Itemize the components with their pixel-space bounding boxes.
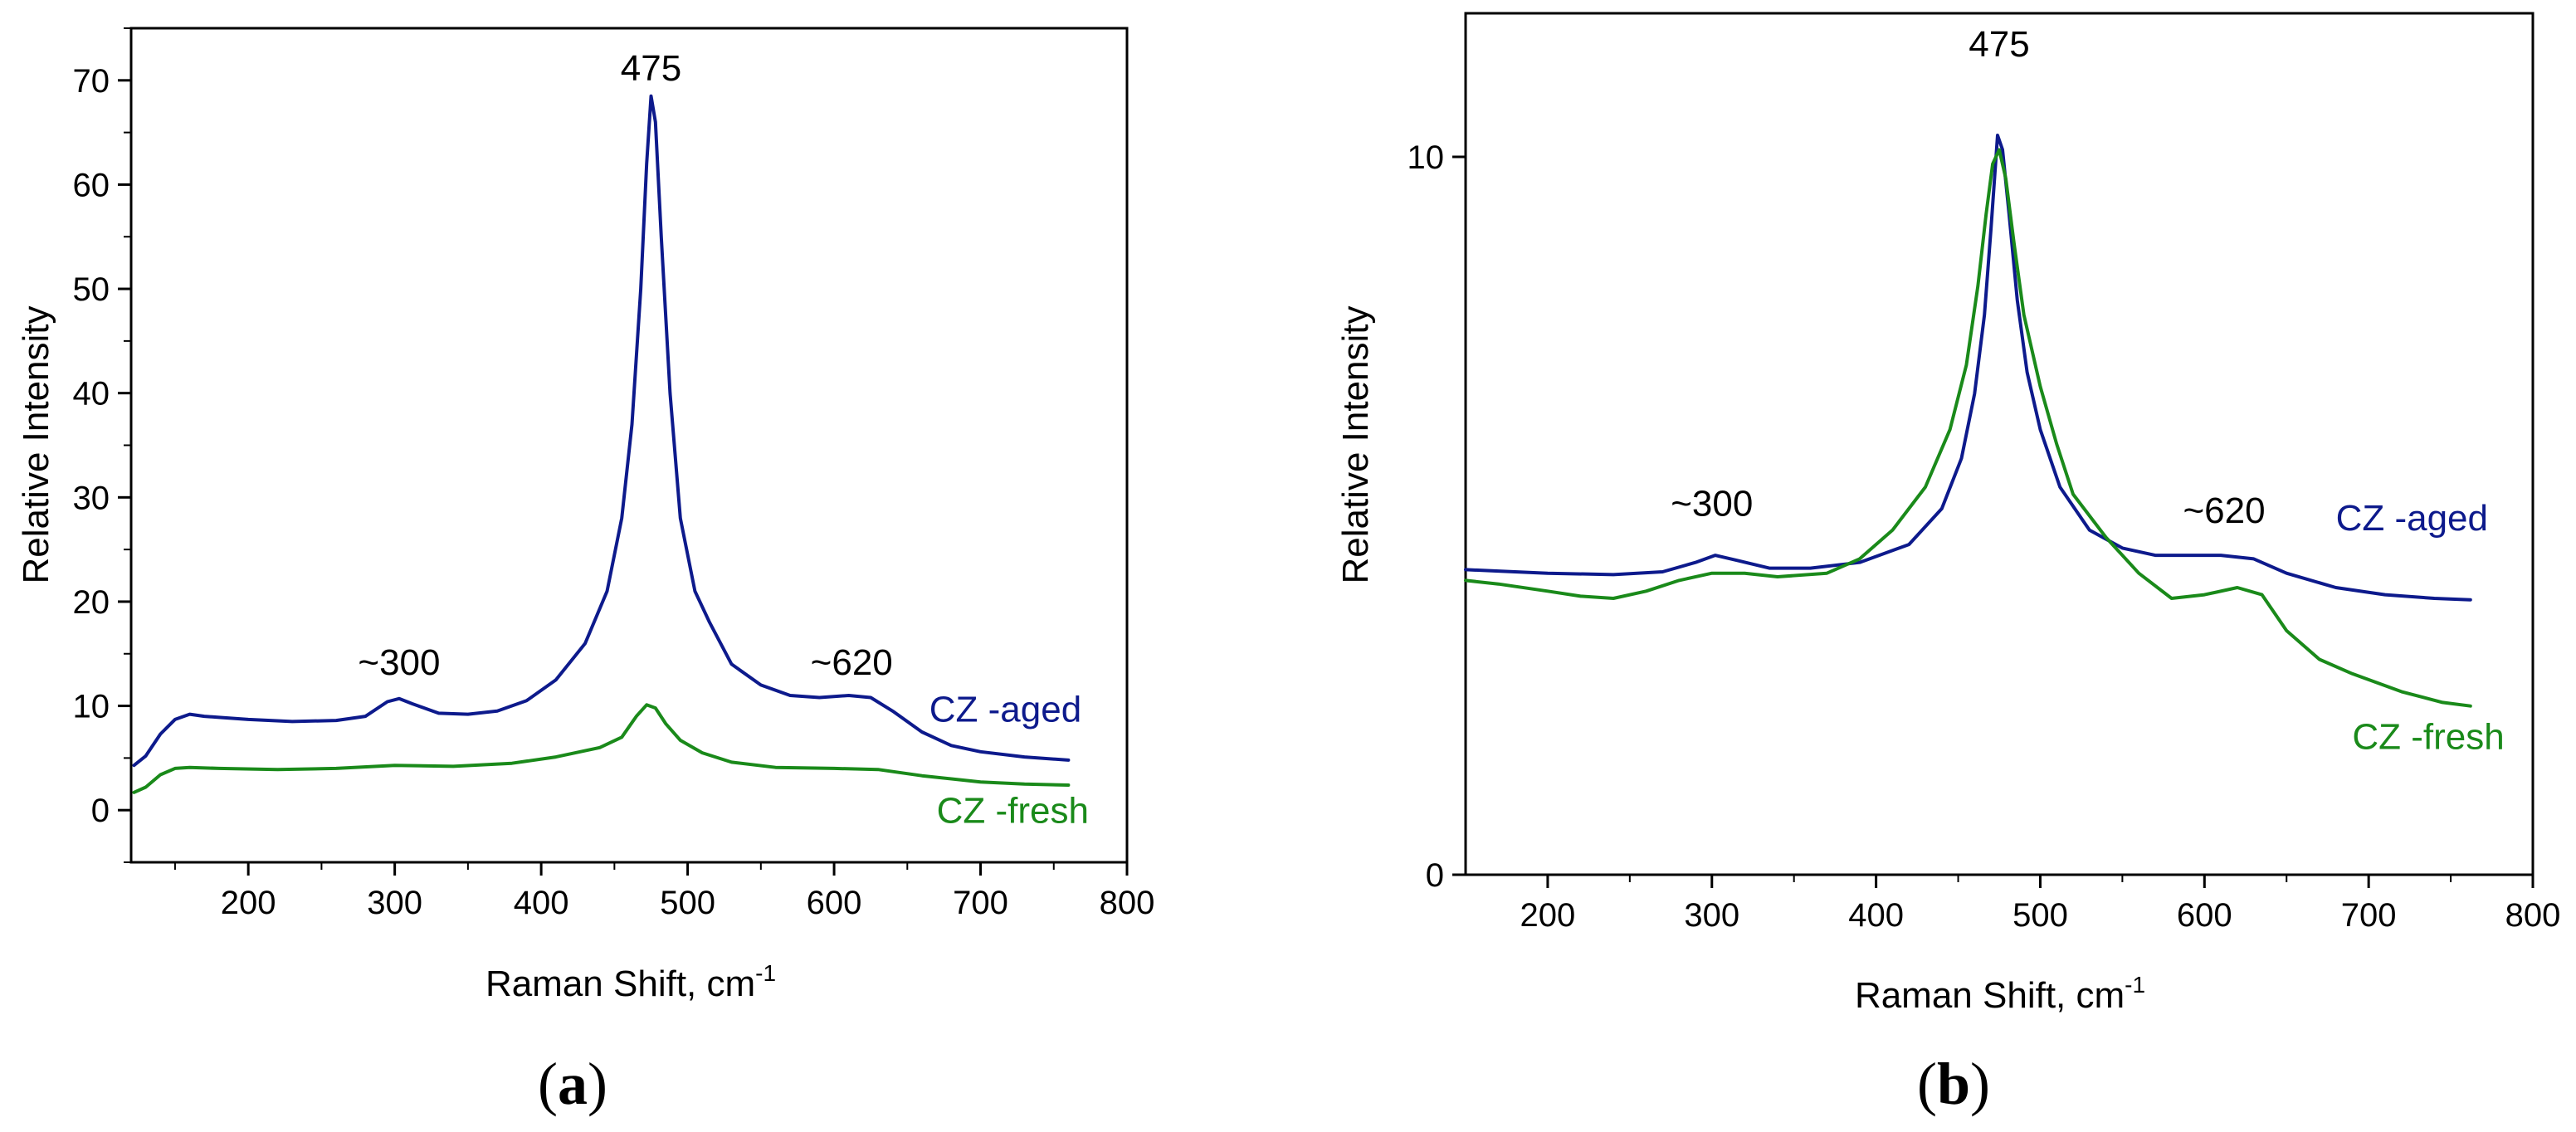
chart-a: 200 300 400 500 600 700 800 0 10 20 30 40 50 60 70 Rel… [16,27,1155,1117]
chart-a-xtick-label-200: 200 [221,885,276,921]
chart-a-xtick-label-500: 500 [660,885,715,921]
chart-a-panel-label-close: ) [588,1051,607,1117]
chart-b-panel-label-open: ( [1917,1051,1937,1117]
chart-a-ticks: 200 300 400 500 600 700 800 0 10 20 30 40 50 60 70 [73,27,1155,921]
chart-a-ytick-label-40: 40 [73,376,110,412]
chart-a-ytick-label-70: 70 [73,63,110,100]
chart-b-annotation-475: 475 [1969,24,2029,65]
chart-a-annotation-620: ~620 [811,642,893,683]
chart-a-xtick-label-400: 400 [514,885,569,921]
chart-b-xlabel: Raman Shift, cm-1 [1855,972,2145,1016]
chart-a-ytick-label-60: 60 [73,167,110,203]
chart-b-xlabel-sup: -1 [2125,972,2145,998]
chart-b-series [1464,134,2472,708]
chart-b-panel-label-letter: b [1937,1051,1970,1117]
chart-b-panel-label: (b) [1917,1051,1990,1117]
chart-a-ylabel: Relative Intensity [16,305,56,583]
chart-a-xtick-label-700: 700 [953,885,1008,921]
chart-b-xtick-label-300: 300 [1684,897,1739,934]
chart-b-xtick-label-600: 600 [2177,897,2232,934]
chart-a-legend-fresh: CZ -fresh [937,790,1089,831]
chart-a-series-aged-line [132,94,1071,768]
chart-b-xtick-label-400: 400 [1848,897,1904,934]
chart-b-series-fresh-line [1464,148,2472,708]
chart-a-xtick-label-600: 600 [807,885,862,921]
chart-b-series-aged-line [1464,134,2472,602]
chart-a-xtick-label-800: 800 [1100,885,1155,921]
chart-b-xtick-label-700: 700 [2341,897,2397,934]
chart-a-annotation-475: 475 [621,48,681,89]
chart-b-xtick-label-800: 800 [2505,897,2561,934]
chart-b-axes-frame [1464,12,2535,876]
chart-b-ylabel: Relative Intensity [1335,305,1376,583]
chart-b-annotation-300: ~300 [1671,484,1753,525]
chart-a-panel-label-open: ( [538,1051,558,1117]
chart-a-xlabel-main: Raman Shift, cm [485,964,755,1004]
chart-a-ytick-label-30: 30 [73,480,110,516]
chart-a-ytick-label-10: 10 [73,689,110,725]
chart-a-xlabel: Raman Shift, cm-1 [485,960,776,1004]
chart-a-series [132,94,1071,794]
chart-b-xtick-label-200: 200 [1520,897,1576,934]
chart-b-ytick-label-0: 0 [1426,857,1444,894]
chart-b: 200 300 400 500 600 700 800 0 10 Relative Intens… [1335,12,2561,1117]
chart-a-panel-label-letter: a [558,1051,588,1117]
chart-a-series-fresh-line [132,703,1071,794]
chart-b-legend-fresh: CZ -fresh [2352,717,2504,758]
chart-a-ytick-label-20: 20 [73,584,110,621]
chart-a-ytick-label-0: 0 [91,793,110,829]
chart-a-ytick-label-50: 50 [73,271,110,308]
chart-b-ticks: 200 300 400 500 600 700 800 0 10 [1408,139,2561,934]
chart-a-panel-label: (a) [538,1051,607,1117]
chart-a-xtick-label-300: 300 [367,885,422,921]
chart-b-legend-aged: CZ -aged [2336,498,2488,539]
chart-b-xtick-label-500: 500 [2013,897,2068,934]
chart-a-annotation-300: ~300 [358,642,440,683]
chart-a-legend-aged: CZ -aged [929,689,1081,729]
chart-b-ytick-label-10: 10 [1408,139,1445,176]
chart-b-xlabel-main: Raman Shift, cm [1855,975,2125,1016]
chart-a-xlabel-sup: -1 [755,960,776,986]
chart-b-annotation-620: ~620 [2183,490,2265,531]
chart-b-panel-label-close: ) [1970,1051,1990,1117]
